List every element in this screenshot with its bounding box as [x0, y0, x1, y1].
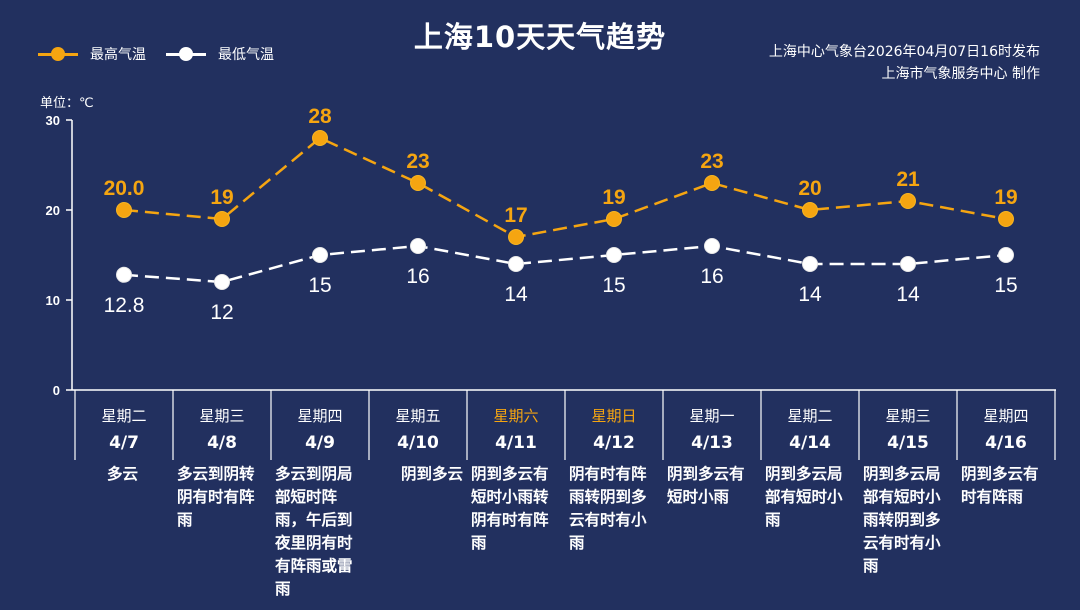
legend-low-label: 最低气温: [218, 47, 274, 63]
low-temp-label: 14: [504, 283, 528, 306]
date-label: 4/13: [691, 433, 733, 453]
low-temp-label: 14: [798, 283, 822, 306]
date-label: 4/14: [789, 433, 831, 453]
low-temp-point: [900, 256, 916, 272]
date-label: 4/16: [985, 433, 1027, 453]
low-temp-label: 15: [602, 274, 625, 297]
date-label: 4/15: [887, 433, 929, 453]
producer: 上海市气象服务中心 制作: [881, 66, 1040, 82]
date-label: 4/8: [207, 433, 237, 453]
high-temp-label: 23: [700, 150, 723, 173]
low-temp-point: [998, 247, 1014, 263]
low-temp-label: 16: [700, 265, 723, 288]
legend-high-label: 最高气温: [90, 47, 146, 63]
high-temp-point: [900, 193, 916, 209]
high-temp-line: [123, 136, 1007, 239]
high-temp-point: [214, 211, 230, 227]
low-temp-point: [116, 266, 132, 283]
weather-description: 阴到多云局部有短时小雨: [765, 465, 843, 529]
legend-high: 最高气温: [38, 44, 146, 64]
high-temp-label: 17: [504, 204, 527, 227]
weekday-label: 星期五: [395, 407, 441, 425]
weekday-label: 星期一: [689, 407, 735, 425]
weather-description: 多云到阴转阴有时有阵雨: [177, 465, 255, 529]
weather-description: 阴有时有阵雨转阴到多云有时有小雨: [569, 465, 647, 552]
high-temp-label: 19: [602, 186, 625, 209]
low-temp-label: 12: [210, 301, 233, 324]
weather-description: 阴到多云有短时小雨: [667, 465, 745, 506]
low-temp-point: [508, 256, 524, 272]
low-temp-point: [802, 256, 818, 272]
high-temp-point: [312, 130, 328, 146]
high-temp-point: [410, 175, 426, 191]
weekday-label: 星期四: [983, 407, 1029, 425]
high-temp-label: 20.0: [104, 177, 145, 200]
page-title: 上海10天天气趋势: [413, 20, 667, 54]
date-label: 4/10: [397, 433, 439, 453]
weather-description: 阴到多云: [401, 465, 464, 483]
high-temp-point: [704, 175, 720, 191]
low-temp-label: 14: [896, 283, 920, 306]
unit-label: 单位：℃: [40, 96, 94, 111]
weekday-label: 星期四: [297, 407, 343, 425]
high-temp-point: [998, 211, 1014, 227]
low-temp-label: 15: [994, 274, 1017, 297]
low-temp-label: 16: [406, 265, 429, 288]
low-temp-line: [123, 244, 1007, 284]
date-label: 4/12: [593, 433, 635, 453]
high-line-swatch-icon: [38, 46, 78, 61]
high-temp-label: 19: [210, 186, 233, 209]
legend: 最高气温 最低气温: [38, 44, 294, 64]
weekday-label: 星期二: [787, 407, 833, 425]
low-temp-label: 15: [308, 274, 331, 297]
high-temp-label: 21: [896, 168, 920, 191]
high-temp-point: [802, 202, 818, 218]
weekday-label: 星期六: [493, 407, 539, 425]
date-label: 4/7: [109, 433, 139, 453]
low-temp-label: 12.8: [104, 294, 145, 317]
high-temp-label: 23: [406, 150, 429, 173]
issue-time: 上海中心气象台2026年04月07日16时发布: [768, 44, 1040, 60]
date-label: 4/9: [305, 433, 335, 453]
weekday-label: 星期三: [199, 407, 245, 425]
weekday-label: 星期日: [591, 407, 637, 425]
high-temp-label: 19: [994, 186, 1017, 209]
date-label: 4/11: [495, 433, 537, 453]
low-temp-point: [214, 274, 230, 290]
high-temp-point: [508, 229, 524, 245]
high-temp-label: 28: [308, 105, 332, 128]
weekday-label: 星期二: [101, 407, 147, 425]
low-temp-point: [606, 247, 622, 263]
weather-description: 阴到多云有时有阵雨: [961, 465, 1039, 506]
weekday-label: 星期三: [885, 407, 931, 425]
y-tick-label: 30: [46, 113, 60, 128]
high-temp-label: 20: [798, 177, 821, 200]
low-temp-point: [410, 238, 426, 254]
low-line-swatch-icon: [166, 46, 206, 61]
y-tick-label: 0: [53, 383, 60, 398]
weather-description: 阴到多云局部有短时小雨转阴到多云有时有小雨: [863, 465, 941, 575]
low-temp-point: [312, 247, 328, 263]
weather-description: 阴到多云有短时小雨转阴有时有阵雨: [471, 465, 549, 552]
y-tick-label: 10: [46, 293, 60, 308]
weather-description: 多云到阴局部短时阵雨，午后到夜里阴有时有阵雨或雷雨: [275, 465, 353, 598]
low-temp-point: [704, 238, 720, 254]
high-temp-point: [606, 211, 622, 227]
weather-description: 多云: [107, 465, 139, 483]
legend-low: 最低气温: [166, 44, 274, 64]
y-tick-label: 20: [46, 203, 60, 218]
issuer-info: 上海中心气象台2026年04月07日16时发布 上海市气象服务中心 制作: [769, 41, 1040, 85]
high-temp-point: [116, 202, 132, 218]
